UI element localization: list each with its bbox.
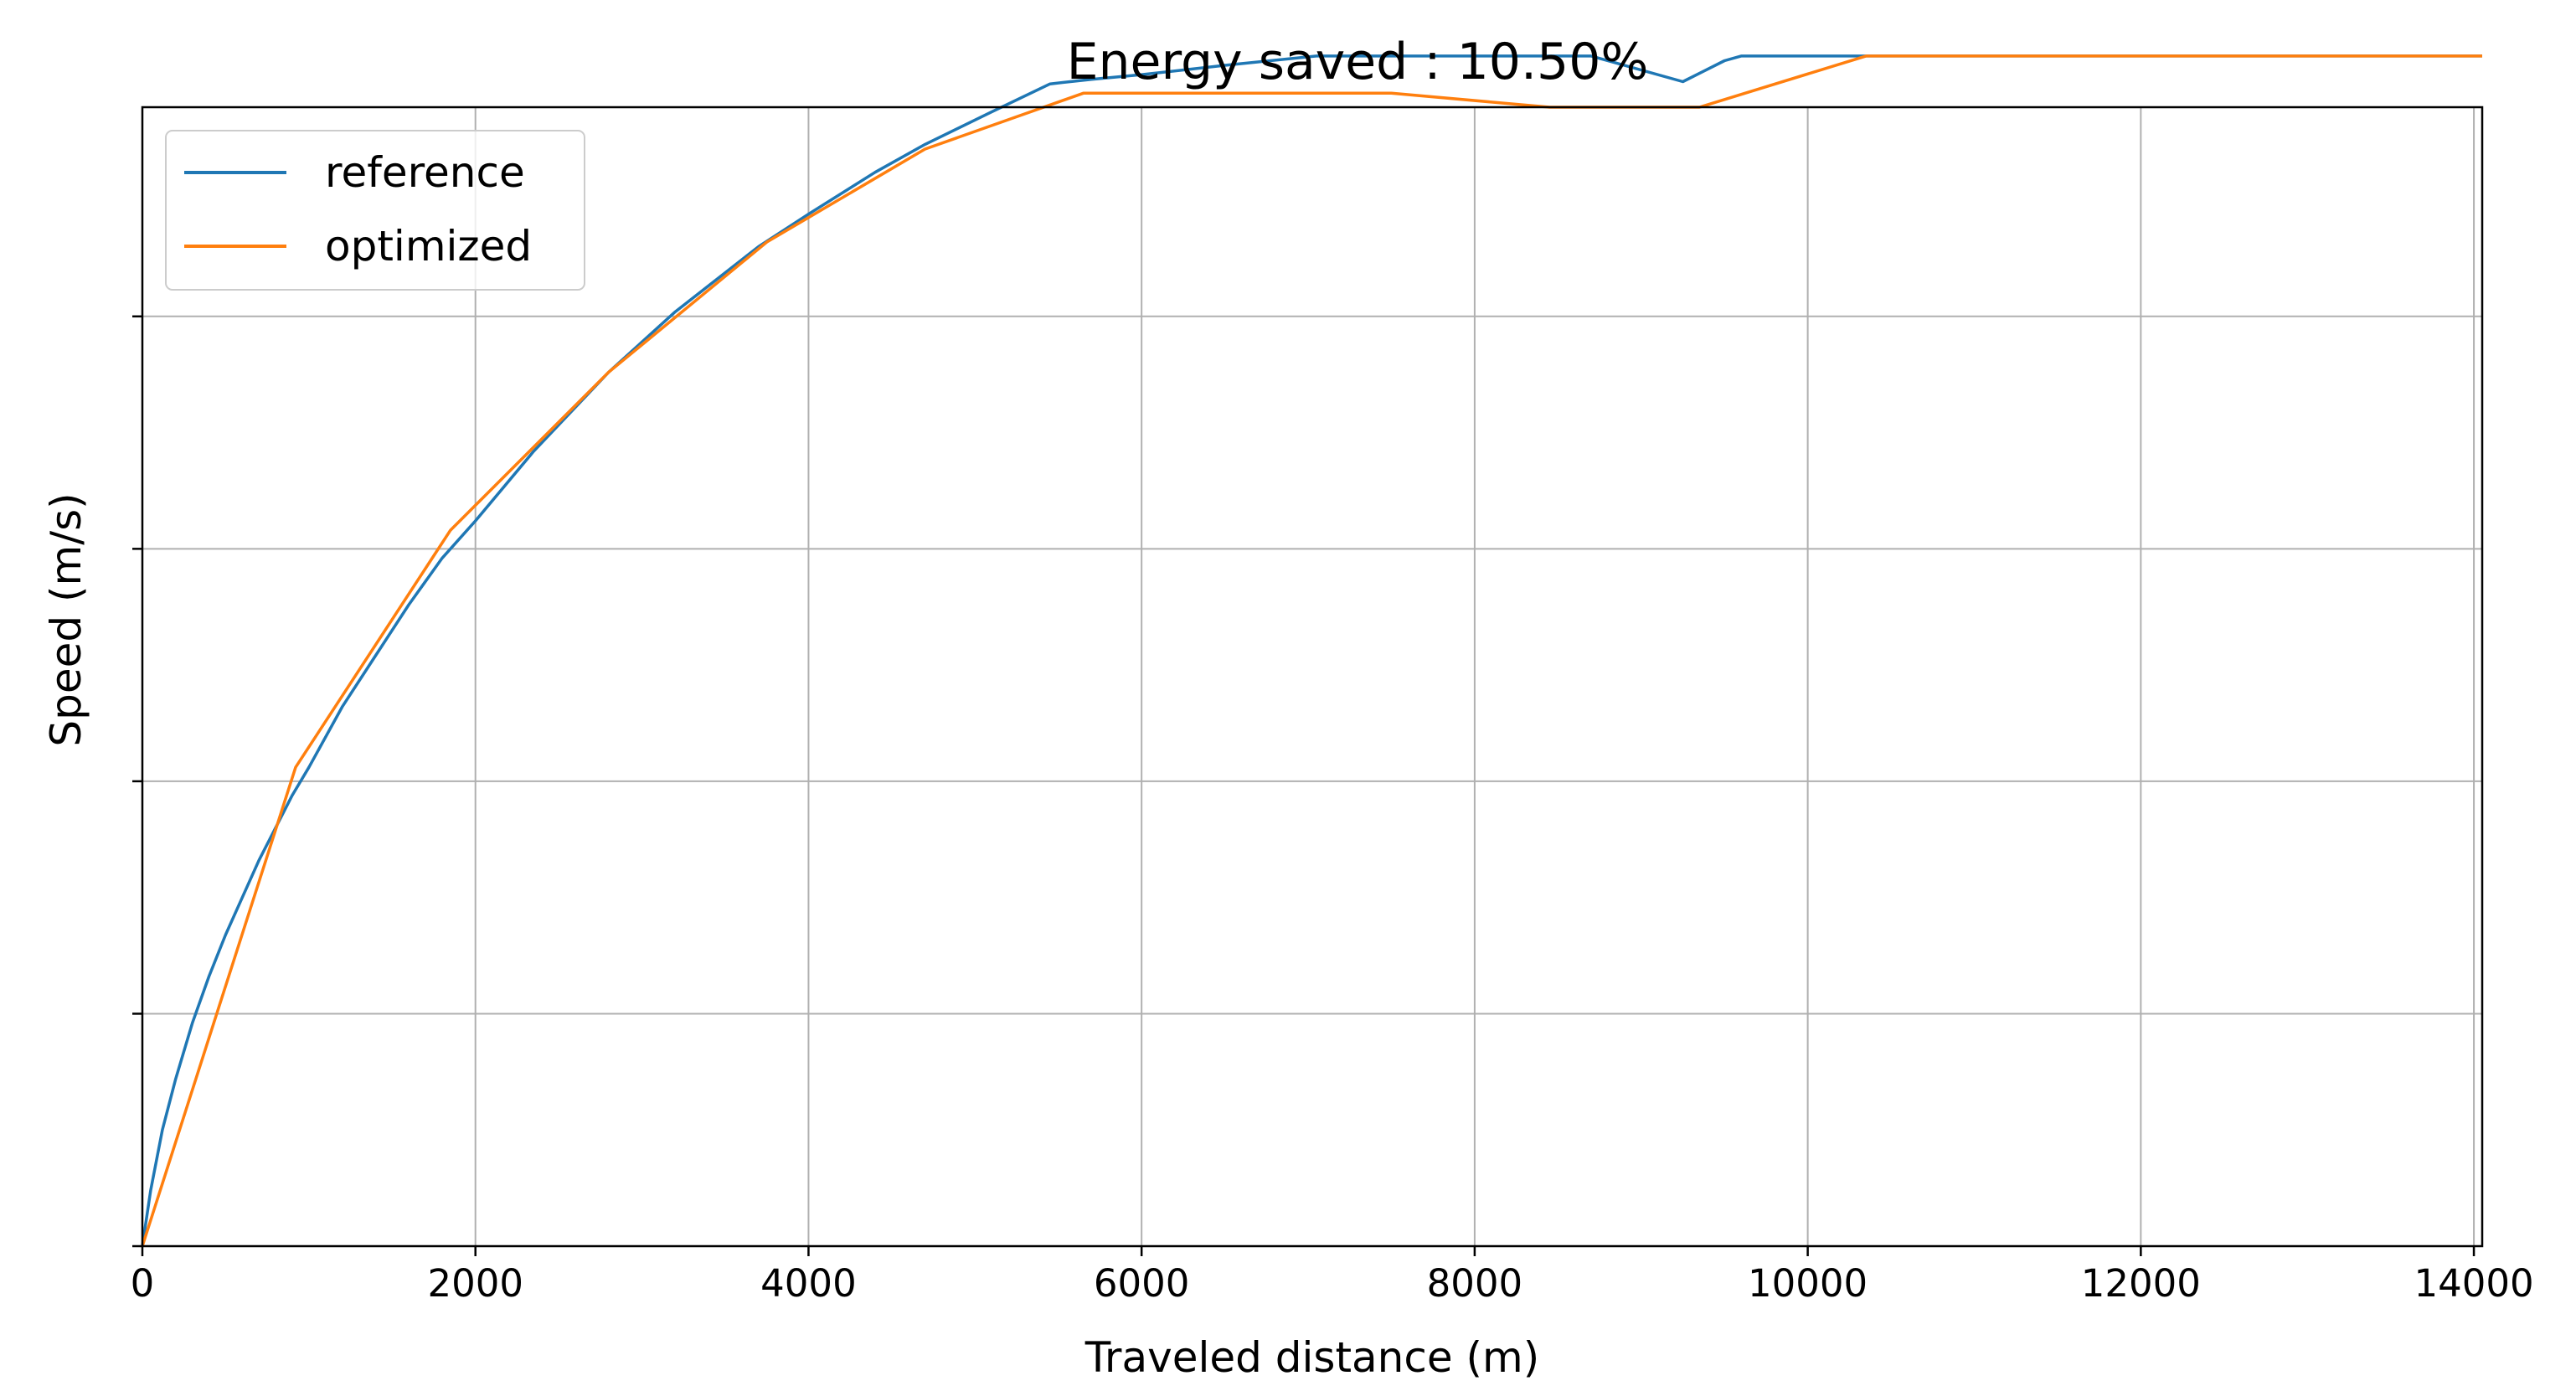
series-line-optimized [141, 54, 2482, 1247]
y-gridlines [142, 315, 2482, 1015]
series-line-reference [141, 54, 2482, 1247]
x-axis-ticks: 0 2000 4000 6000 8000 10000 12000 14000 [131, 1246, 2534, 1306]
y-axis-label: Speed (m/s) [42, 492, 90, 746]
x-gridlines [142, 107, 2476, 1246]
series-lines [141, 54, 2482, 1247]
legend-entries: reference optimized [184, 148, 532, 271]
x-tick-label: 4000 [760, 1261, 857, 1306]
plot-area-background [142, 107, 2482, 1246]
legend-frame [165, 130, 585, 291]
x-tick-label: 6000 [1094, 1261, 1190, 1306]
x-axis-label: Traveled distance (m) [1084, 1333, 1540, 1382]
legend: reference optimized [165, 130, 585, 291]
y-axis-ticks [132, 315, 142, 1248]
x-tick-label: 0 [131, 1261, 155, 1306]
x-tick-label: 8000 [1427, 1261, 1523, 1306]
x-tick-label: 10000 [1748, 1261, 1868, 1306]
plot-frame [141, 106, 2484, 1248]
legend-label-optimized: optimized [325, 222, 532, 271]
x-tick-label: 12000 [2081, 1261, 2201, 1306]
x-tick-label: 14000 [2414, 1261, 2533, 1306]
x-tick-label: 2000 [427, 1261, 523, 1306]
chart-title: Energy saved : 10.50% [1067, 33, 1649, 91]
legend-label-reference: reference [325, 148, 525, 197]
